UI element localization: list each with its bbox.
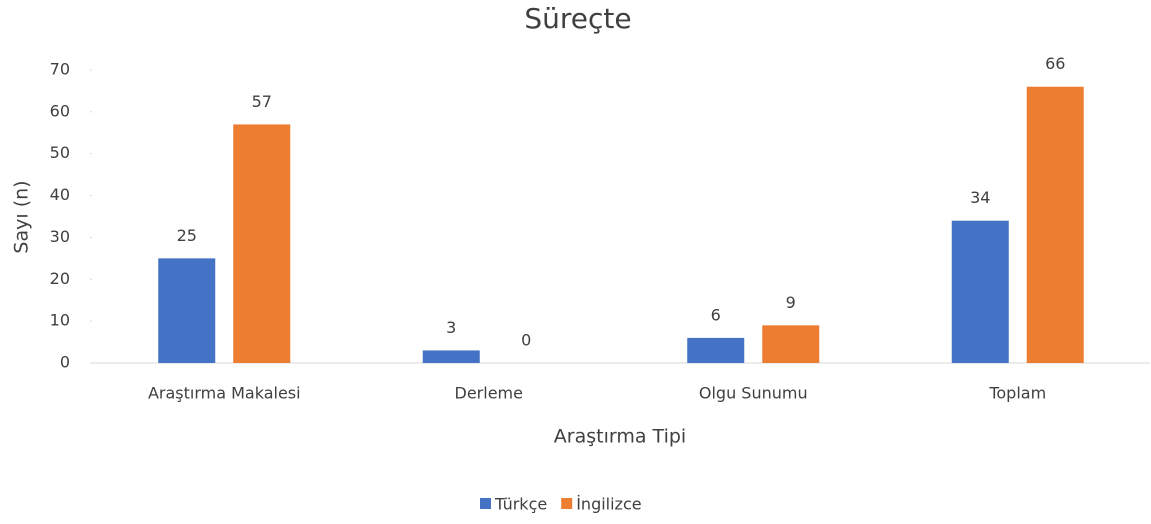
y-tick-label: 50 xyxy=(50,143,70,162)
bar xyxy=(422,350,480,363)
data-label: 9 xyxy=(786,293,796,312)
chart-title: Süreçte xyxy=(524,2,631,35)
bar xyxy=(951,220,1009,363)
bar xyxy=(1026,86,1084,363)
x-tick-label: Olgu Sunumu xyxy=(699,384,808,403)
bar xyxy=(158,258,216,363)
y-tick-label: 70 xyxy=(50,60,70,79)
data-label: 25 xyxy=(177,226,197,245)
data-label: 0 xyxy=(521,331,531,350)
data-label: 6 xyxy=(711,305,721,324)
bar xyxy=(687,337,745,363)
y-axis-title: Sayı (n) xyxy=(11,180,33,253)
bar xyxy=(762,325,820,363)
data-label: 66 xyxy=(1045,54,1065,73)
data-label: 3 xyxy=(446,318,456,337)
x-tick-label: Araştırma Makalesi xyxy=(148,384,301,403)
y-tick-label: 20 xyxy=(50,269,70,288)
data-label: 34 xyxy=(970,188,990,207)
legend-label: İngilizce xyxy=(576,495,641,514)
legend-swatch xyxy=(561,498,573,509)
x-tick-label: Toplam xyxy=(988,384,1046,403)
data-label: 57 xyxy=(252,92,272,111)
x-tick-label: Derleme xyxy=(455,384,523,403)
y-tick-label: 40 xyxy=(50,185,70,204)
y-tick-label: 30 xyxy=(50,227,70,246)
y-tick-label: 0 xyxy=(60,353,70,372)
x-axis-title: Araştırma Tipi xyxy=(554,426,686,448)
legend-swatch xyxy=(480,498,491,509)
legend-label: Türkçe xyxy=(494,495,547,514)
y-tick-label: 10 xyxy=(50,311,70,330)
bar xyxy=(233,124,291,364)
y-tick-label: 60 xyxy=(50,101,70,120)
